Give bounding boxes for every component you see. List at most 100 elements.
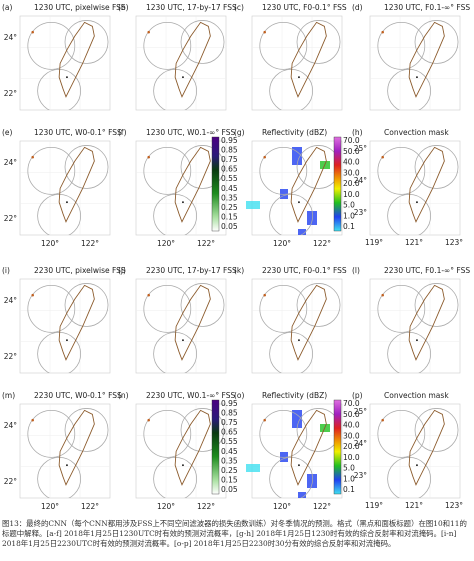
panel-title: 1230 UTC, W0-0.1° FSS	[34, 128, 122, 137]
panel-title: 1230 UTC, pixelwise FSS	[34, 3, 126, 12]
lon-tick-label: 122°	[197, 239, 215, 248]
colorbar-tick-label: 0.85	[221, 409, 238, 418]
colorbar-tick-label: 10.0	[343, 453, 360, 462]
colorbar-tick-label: 0.15	[221, 212, 238, 221]
colorbar-tick-label: 0.55	[221, 437, 238, 446]
panel-label: (c)	[234, 3, 244, 12]
panel-title: 1230 UTC, W0.1-∞° FSS	[146, 128, 235, 137]
radar-echo	[292, 147, 302, 165]
colorbar-tick-label: 50.0	[343, 410, 360, 419]
panel-title: 1230 UTC, F0.1-∞° FSS	[384, 3, 470, 12]
panel-title: 2230 UTC, W0-0.1° FSS	[34, 391, 122, 400]
colorbar-tick-label: 0.45	[221, 447, 238, 456]
colorbar-tick-label: 0.45	[221, 184, 238, 193]
colorbar-tick-label: 5.0	[343, 201, 355, 210]
fss-colorbar	[211, 399, 220, 495]
panel-title: 2230 UTC, pixelwise FSS	[34, 266, 126, 275]
colorbar-tick-label: 10.0	[343, 190, 360, 199]
panel-label: (f)	[118, 128, 127, 137]
lon-tick-label: 120°	[41, 239, 59, 248]
panel-label: (e)	[2, 128, 13, 137]
colorbar-tick-label: 70.0	[343, 399, 360, 408]
panel-title: 2230 UTC, F0-0.1° FSS	[262, 266, 347, 275]
panel-label: (a)	[2, 3, 13, 12]
lon-tick-label: 120°	[273, 239, 291, 248]
colorbar-tick-label: 20.0	[343, 179, 360, 188]
radar-echo	[246, 464, 260, 472]
reflectivity-colorbar	[333, 399, 342, 495]
lon-tick-label: 119°	[365, 501, 383, 510]
panel-title: 2230 UTC, W0.1-∞° FSS	[146, 391, 235, 400]
panel-label: (o)	[234, 391, 245, 400]
panel-label: (h)	[352, 128, 363, 137]
radar-echo	[307, 474, 317, 488]
colorbar-tick-label: 0.35	[221, 456, 238, 465]
colorbar-tick-label: 5.0	[343, 464, 355, 473]
colorbar-tick-label: 30.0	[343, 168, 360, 177]
lon-tick-label: 121°	[405, 238, 423, 247]
lat-tick-label: 25°	[354, 144, 368, 153]
panels: (a) 1230 UTC, pixelwise FSS 24° 22° (b) 1230 …	[2, 3, 470, 511]
panel-title: 1230 UTC, F0-0.1° FSS	[262, 3, 347, 12]
lat-tick-label: 24°	[354, 439, 368, 448]
colorbar-tick-label: 0.95	[221, 136, 238, 145]
colorbar-tick-label: 0.35	[221, 193, 238, 202]
colorbar-tick-label: 70.0	[343, 136, 360, 145]
lon-tick-label: 122°	[313, 239, 331, 248]
panel-label: (g)	[234, 128, 245, 137]
lat-tick-label: 24°	[354, 176, 368, 185]
lon-tick-label: 120°	[157, 239, 175, 248]
lon-tick-label: 122°	[313, 502, 331, 511]
radar-echo	[292, 410, 302, 428]
colorbar-tick-label: 0.75	[221, 155, 238, 164]
lon-tick-label: 120°	[41, 502, 59, 511]
panel-title: 2230 UTC, F0.1-∞° FSS	[384, 266, 470, 275]
lat-tick-label: 22°	[4, 352, 18, 361]
colorbar-tick-label: 0.1	[343, 222, 355, 231]
lat-tick-label: 22°	[4, 89, 18, 98]
lon-tick-label: 121°	[405, 501, 423, 510]
lon-tick-label: 120°	[157, 502, 175, 511]
colorbar-tick-label: 0.85	[221, 146, 238, 155]
lon-tick-label: 123°	[445, 501, 463, 510]
lon-tick-label: 120°	[273, 502, 291, 511]
radar-echo	[298, 492, 306, 498]
lat-tick-label: 22°	[4, 477, 18, 486]
colorbar-tick-label: 0.65	[221, 165, 238, 174]
panel-title: 2230 UTC, 17-by-17 FSS	[146, 266, 237, 275]
lat-tick-label: 24°	[4, 296, 18, 305]
panel-title: Convection mask	[384, 391, 449, 400]
colorbar-tick-label: 0.1	[343, 485, 355, 494]
lon-tick-label: 119°	[365, 238, 383, 247]
colorbar-tick-label: 0.25	[221, 466, 238, 475]
radar-echo	[298, 229, 306, 235]
colorbar-tick-label: 0.75	[221, 418, 238, 427]
caption: 图13：最终的CNN（每个CNN都用涉及FSS上不同空间滤波器的损失函数训练）对…	[2, 519, 467, 548]
colorbar-tick-label: 0.95	[221, 399, 238, 408]
lon-tick-label: 123°	[445, 238, 463, 247]
lat-tick-label: 24°	[4, 158, 18, 167]
radar-echo	[246, 201, 260, 209]
colorbar-tick-label: 0.15	[221, 475, 238, 484]
panel-label: (l)	[352, 266, 360, 275]
lat-tick-label: 23°	[354, 471, 368, 480]
panel-label: (p)	[352, 391, 363, 400]
colorbar-tick-label: 0.65	[221, 428, 238, 437]
panel-title: Reflectivity (dBZ)	[262, 391, 327, 400]
panel-label: (n)	[118, 391, 129, 400]
panel-title: Convection mask	[384, 128, 449, 137]
colorbar-tick-label: 0.05	[221, 485, 238, 494]
panel-label: (d)	[352, 3, 363, 12]
reflectivity-colorbar	[333, 136, 342, 232]
lat-tick-label: 24°	[4, 421, 18, 430]
colorbar-tick-label: 50.0	[343, 147, 360, 156]
panel-label: (m)	[2, 391, 15, 400]
colorbar-tick-label: 1.0	[343, 474, 355, 483]
lon-tick-label: 122°	[81, 502, 99, 511]
colorbar-tick-label: 0.05	[221, 222, 238, 231]
lat-tick-label: 24°	[4, 33, 18, 42]
panel-label: (i)	[2, 266, 10, 275]
colorbar-tick-label: 30.0	[343, 431, 360, 440]
colorbar-tick-label: 1.0	[343, 211, 355, 220]
